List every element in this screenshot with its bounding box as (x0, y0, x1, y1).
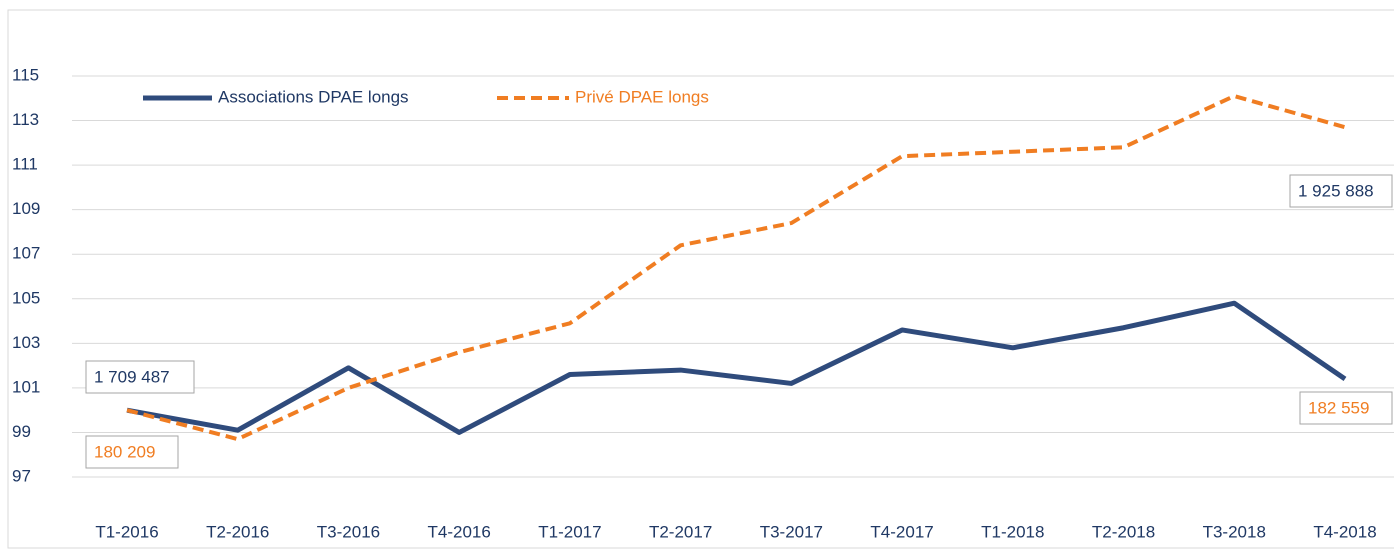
y-tick-label: 113 (12, 110, 39, 129)
annotation: 1 925 888 (1298, 181, 1374, 200)
x-tick-label: T3-2017 (760, 522, 823, 541)
x-tick-label: T4-2016 (428, 522, 491, 541)
x-tick-label: T2-2018 (1092, 522, 1155, 541)
y-tick-label: 97 (12, 466, 31, 485)
x-tick-label: T1-2016 (95, 522, 158, 541)
annotation: 182 559 (1308, 398, 1369, 417)
x-tick-label: T2-2016 (206, 522, 269, 541)
y-tick-label: 105 (12, 288, 40, 307)
annotation-box (85, 435, 179, 469)
legend-label: Privé DPAE longs (575, 87, 709, 106)
y-tick-label: 107 (12, 244, 40, 263)
y-tick-label: 111 (12, 155, 38, 174)
x-tick-label: T3-2016 (317, 522, 380, 541)
annotation-box (85, 360, 195, 394)
annotation-box (1289, 174, 1393, 208)
annotation: 180 209 (94, 442, 155, 461)
chart-border (7, 9, 1394, 549)
y-tick-label: 99 (12, 422, 31, 441)
annotation-box (1299, 391, 1393, 425)
series-line (126, 300, 1347, 435)
y-tick-label: 101 (12, 377, 40, 396)
x-tick-label: T2-2017 (649, 522, 712, 541)
y-tick-label: 109 (12, 199, 40, 218)
x-tick-label: T1-2017 (538, 522, 601, 541)
x-tick-label: T4-2017 (870, 522, 933, 541)
legend-label: Associations DPAE longs (218, 87, 409, 106)
x-tick-label: T4-2018 (1313, 522, 1376, 541)
x-tick-label: T1-2018 (981, 522, 1044, 541)
y-tick-label: 103 (12, 333, 40, 352)
x-tick-label: T3-2018 (1203, 522, 1266, 541)
y-tick-label: 115 (12, 65, 39, 84)
annotation: 1 709 487 (94, 367, 170, 386)
